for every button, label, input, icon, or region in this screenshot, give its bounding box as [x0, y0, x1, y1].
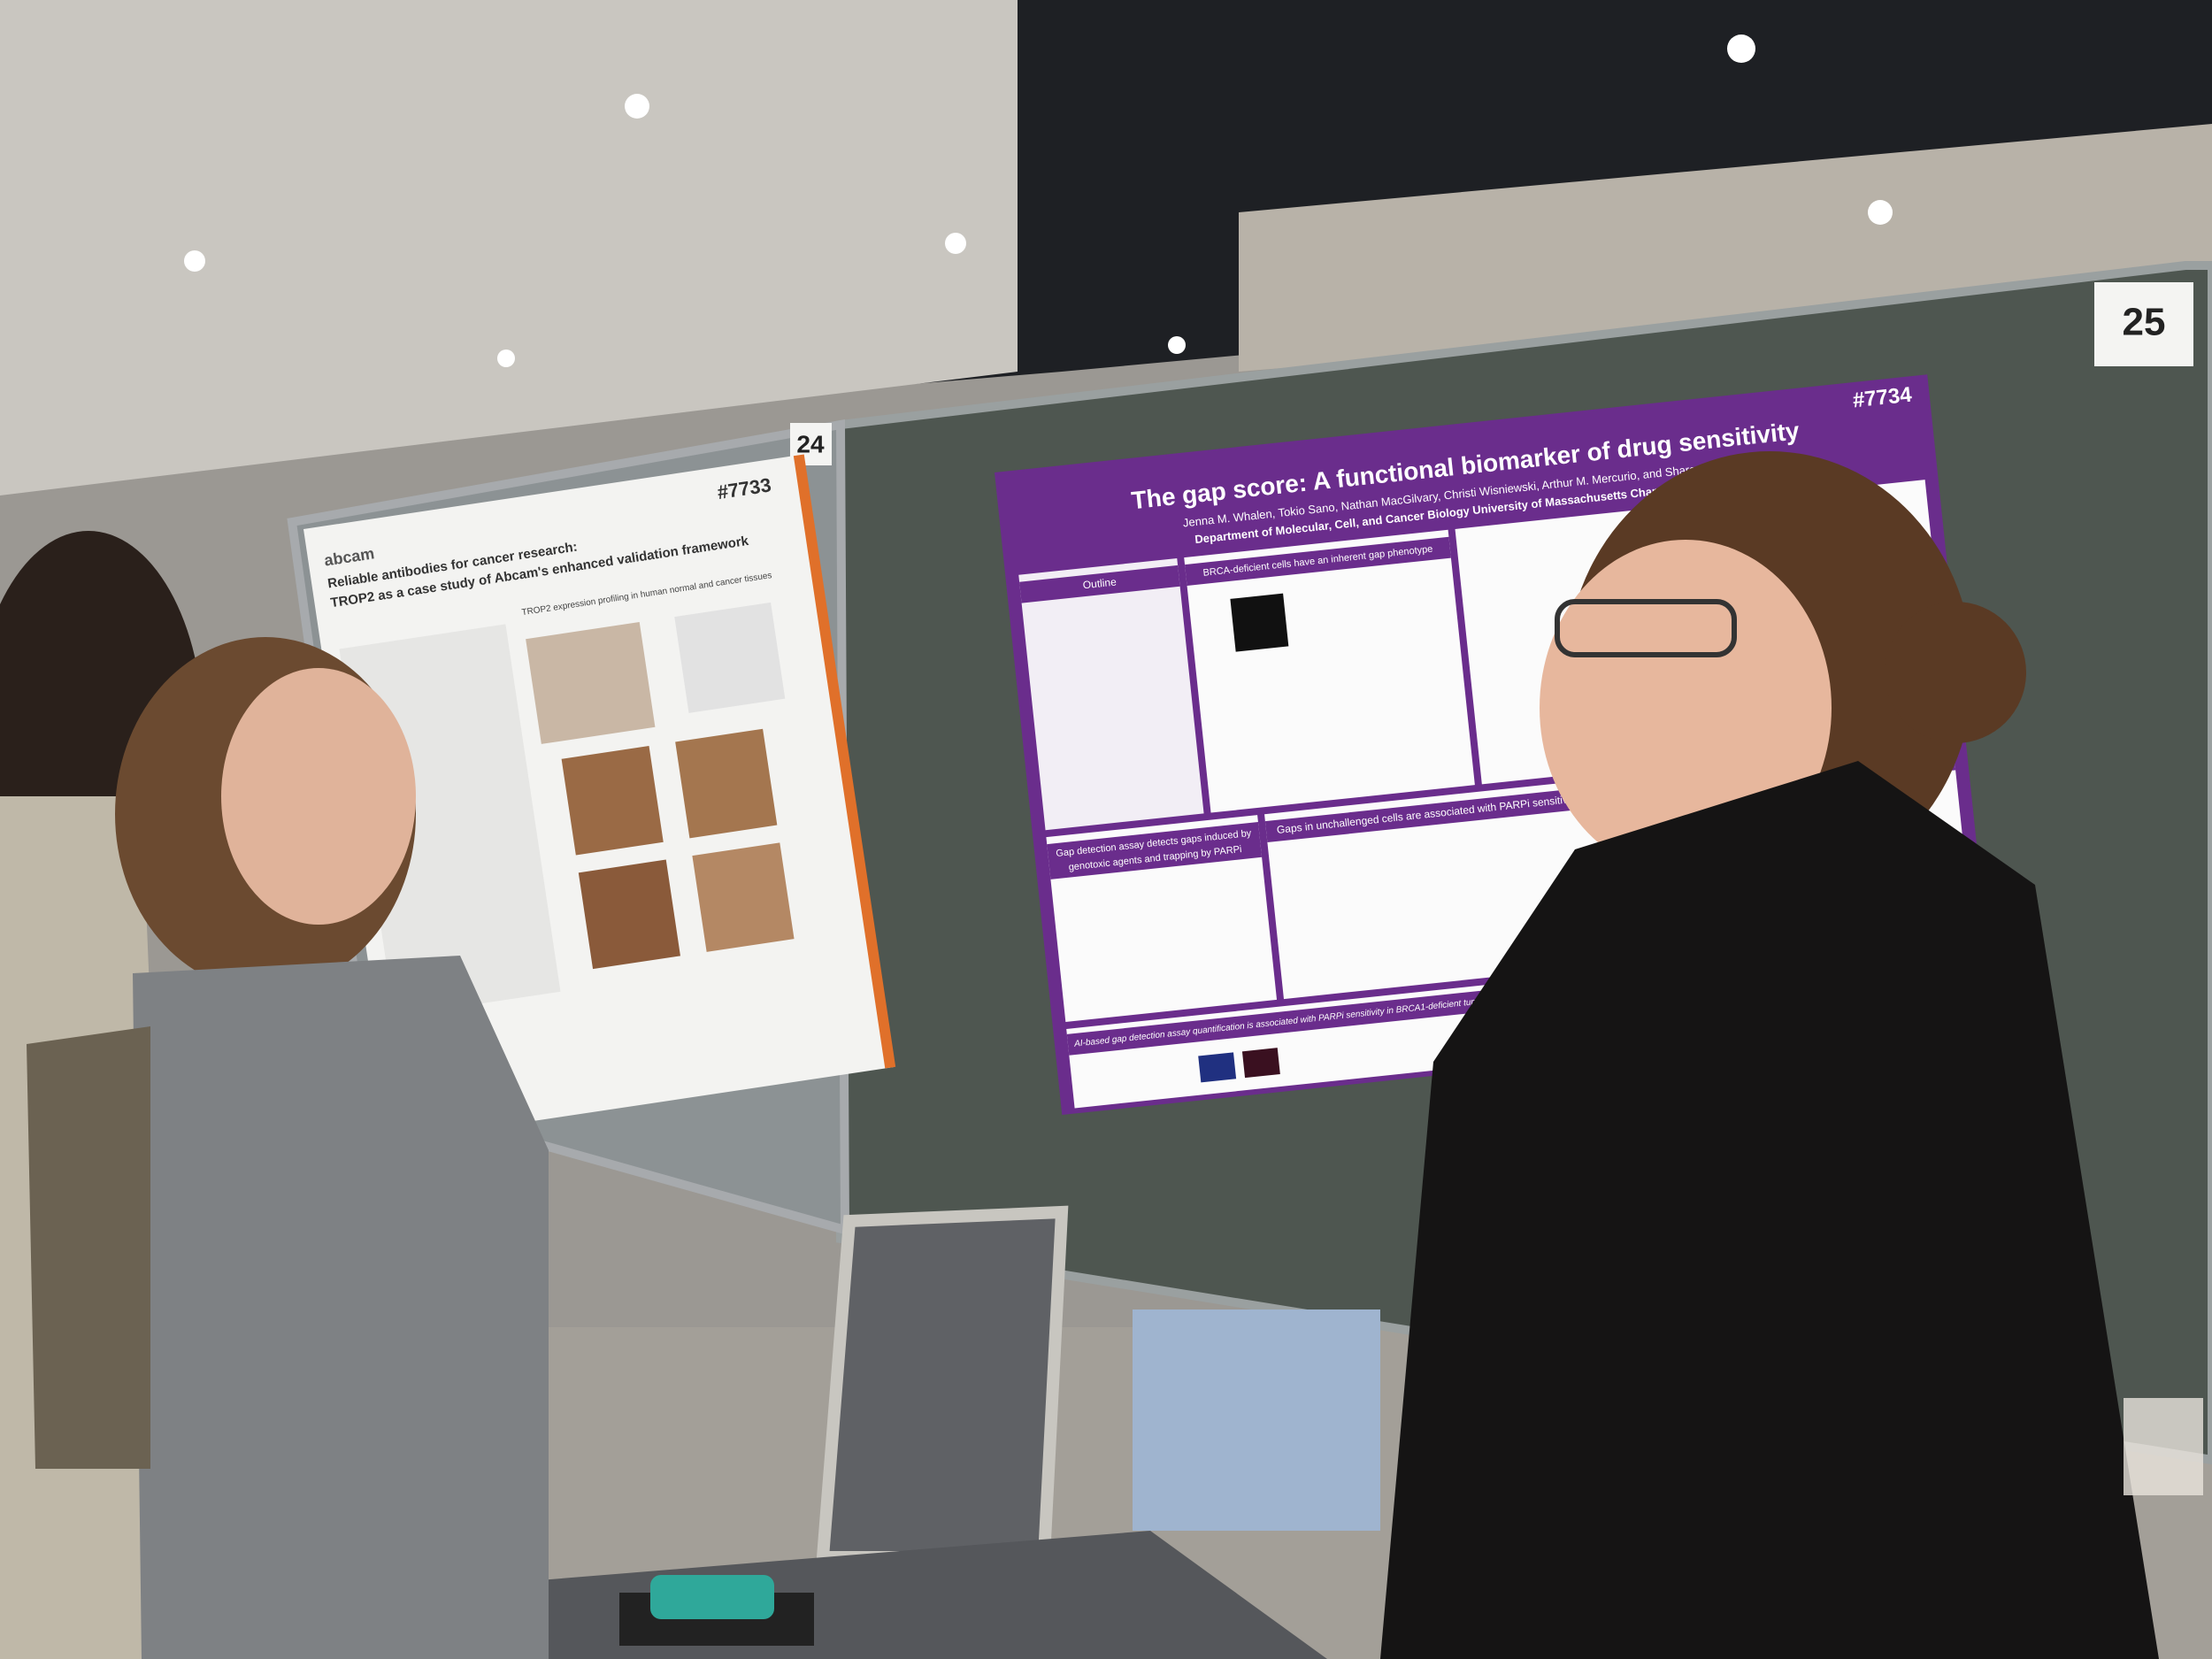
panel-header [1047, 822, 1263, 879]
figure [675, 728, 778, 839]
seated-person [1133, 1310, 1380, 1531]
board-number-card [2094, 282, 2193, 366]
cup [2124, 1398, 2203, 1495]
panel-header [1066, 988, 1501, 1056]
jacket [1380, 761, 2159, 1659]
figure [526, 622, 656, 744]
phone [650, 1575, 774, 1619]
board-number: 24 [796, 430, 825, 457]
panel-header [1019, 565, 1180, 603]
figure [1241, 1048, 1280, 1079]
figure [1230, 593, 1289, 652]
panel [1018, 557, 1204, 831]
figure [674, 602, 786, 713]
light [1868, 200, 1893, 225]
section-title: Outline [1082, 575, 1118, 591]
light [625, 94, 649, 119]
ceiling-panels [0, 0, 1018, 495]
light [497, 349, 515, 367]
backpack [27, 1026, 150, 1469]
figure [561, 745, 664, 856]
face [221, 668, 416, 925]
board-number: 25 [2123, 301, 2166, 344]
light [1727, 35, 1755, 63]
figure [692, 842, 795, 952]
face [1540, 540, 1832, 876]
chair-back [816, 1205, 1069, 1563]
jacket [133, 956, 549, 1659]
glasses [1555, 599, 1737, 657]
light [184, 250, 205, 272]
light [1168, 336, 1186, 354]
light [945, 233, 966, 254]
figure [1198, 1052, 1237, 1083]
figure [578, 859, 680, 970]
hair-bun [1885, 602, 2026, 743]
poster-strip [793, 454, 896, 1069]
panel-header [1185, 536, 1451, 586]
